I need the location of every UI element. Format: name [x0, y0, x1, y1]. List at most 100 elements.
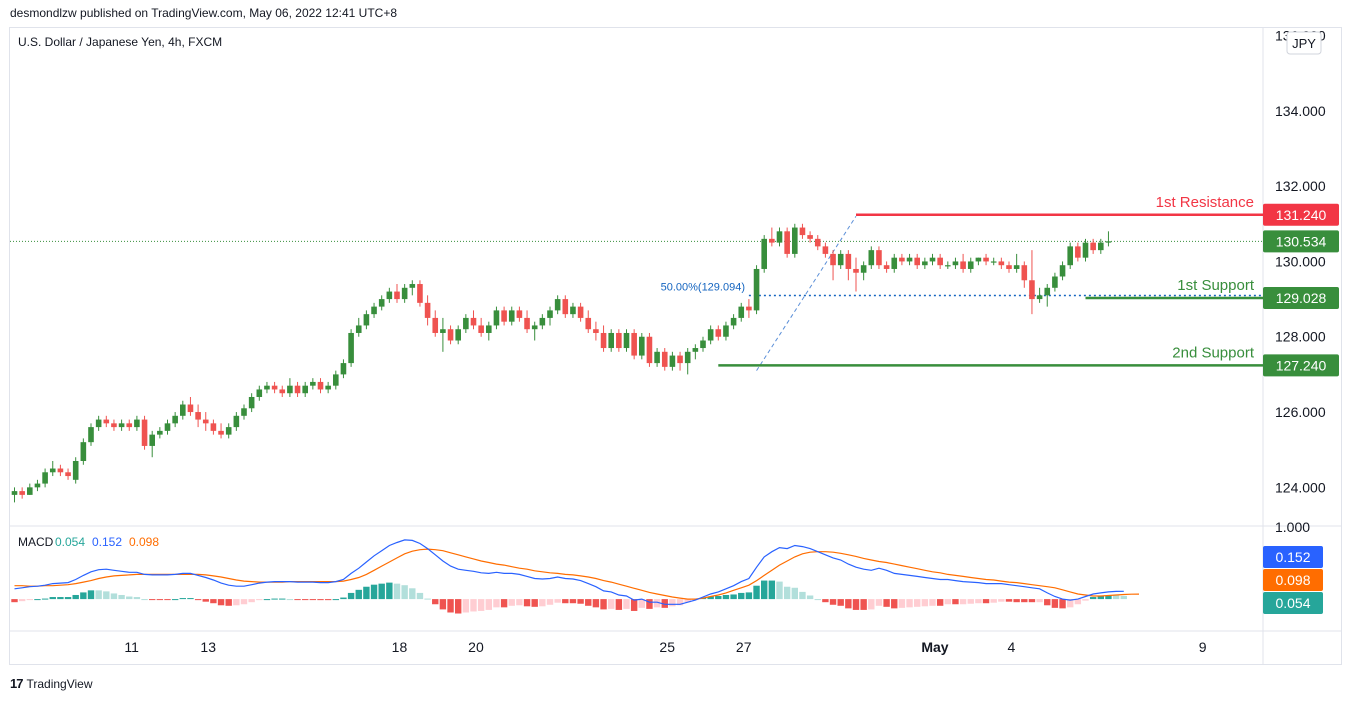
macd-hist-bar: [531, 599, 538, 607]
macd-hist-bar: [539, 599, 546, 607]
macd-hist-bar: [179, 598, 186, 600]
candle-body: [486, 325, 492, 333]
macd-hist-bar: [126, 596, 133, 600]
candle-body: [386, 291, 393, 300]
macd-hist-bar: [875, 599, 883, 606]
macd-hist-bar: [730, 594, 737, 600]
macd-hist-bar: [944, 599, 951, 605]
macd-hist-bar: [914, 599, 921, 607]
level-price-tag: [1263, 203, 1339, 226]
macd-hist-bar: [592, 599, 600, 608]
macd-hist-bar: [676, 599, 684, 606]
macd-hist-bar: [508, 599, 515, 606]
macd-hist-bar: [41, 598, 49, 600]
macd-legend-value: 0.152: [92, 535, 122, 549]
macd-hist-bar: [26, 599, 33, 601]
macd-hist-bar: [378, 583, 385, 600]
x-tick-label: 9: [1199, 639, 1207, 655]
candle-body: [554, 299, 561, 311]
candle-body: [279, 389, 286, 394]
macd-hist-bar: [975, 599, 982, 604]
candle-body: [271, 385, 278, 390]
macd-hist-bar: [921, 599, 929, 607]
macd-hist-bar: [898, 599, 906, 608]
macd-hist-bar: [569, 599, 577, 604]
macd-hist-bar: [761, 580, 768, 600]
candle-body: [57, 468, 64, 473]
candle-body: [677, 355, 683, 364]
macd-hist-bar: [1051, 599, 1059, 608]
candle-body: [738, 306, 745, 318]
candle-body: [378, 299, 385, 307]
macd-hist-bar: [324, 599, 332, 601]
candle-body: [432, 317, 439, 333]
macd-hist-bar: [95, 590, 102, 600]
macd-hist-bar: [982, 599, 990, 604]
macd-hist-bar: [684, 599, 691, 603]
macd-hist-bar: [171, 599, 179, 601]
level-label: 2nd Support: [1172, 344, 1255, 361]
macd-hist-bar: [57, 597, 64, 600]
macd-hist-bar: [355, 589, 362, 600]
macd-hist-bar: [707, 596, 714, 600]
candle-body: [922, 261, 928, 266]
candle-body: [417, 284, 423, 303]
candle-body: [761, 238, 767, 269]
macd-hist-bar: [87, 590, 95, 600]
candle-body: [967, 261, 974, 269]
candle-body: [891, 257, 898, 269]
candle-body: [493, 310, 500, 326]
candle-body: [524, 317, 530, 330]
x-tick-label: 20: [468, 639, 484, 655]
candle-body: [1029, 280, 1035, 300]
macd-hist-bar: [646, 599, 653, 609]
macd-hist-bar: [546, 599, 554, 605]
current-price-label: 130.534: [1276, 233, 1327, 249]
macd-hist-bar: [103, 591, 110, 600]
candle-body: [118, 423, 125, 428]
macd-axis-tag: [1263, 569, 1323, 591]
macd-hist-bar: [279, 598, 286, 600]
candle-body: [623, 332, 630, 349]
macd-hist-bar: [1021, 599, 1028, 603]
candle-body: [294, 385, 301, 394]
y-tick-label: 134.000: [1275, 103, 1326, 119]
candle-body: [1082, 242, 1089, 258]
y-tick-label: 124.000: [1275, 479, 1326, 495]
macd-hist-bar: [653, 599, 661, 608]
candle-body: [241, 408, 247, 416]
candle-body: [310, 381, 316, 386]
candle-body: [126, 423, 133, 428]
candle-body: [325, 385, 331, 390]
candle-body: [134, 419, 140, 428]
macd-hist-bar: [64, 597, 72, 600]
candle-body: [845, 253, 852, 269]
macd-hist-bar: [80, 592, 87, 600]
macd-hist-bar: [409, 588, 416, 600]
macd-hist-bar: [891, 599, 898, 609]
candle-body: [929, 257, 936, 262]
fib-50-label: 50.00%(129.094): [661, 282, 745, 294]
candle-body: [547, 310, 553, 318]
candle-body: [42, 472, 48, 484]
candle-body: [11, 491, 18, 495]
candle-body: [593, 329, 599, 333]
candle-body: [149, 434, 155, 446]
footer-brand[interactable]: 17 TradingView: [10, 676, 93, 691]
macd-hist-bar: [424, 598, 431, 600]
candle-body: [723, 325, 729, 337]
macd-hist-bar: [477, 599, 485, 611]
candle-body: [27, 487, 33, 495]
macd-hist-bar: [998, 599, 1005, 602]
macd-hist-bar: [600, 599, 607, 610]
candle-body: [876, 250, 882, 266]
macd-hist-bar: [1059, 599, 1066, 609]
macd-hist-bar: [852, 599, 860, 610]
candle-body: [1044, 287, 1051, 296]
candle-body: [937, 257, 943, 266]
macd-hist-bar: [133, 597, 141, 600]
candle-body: [348, 332, 354, 364]
macd-hist-bar: [416, 592, 424, 600]
candle-body: [455, 329, 461, 341]
